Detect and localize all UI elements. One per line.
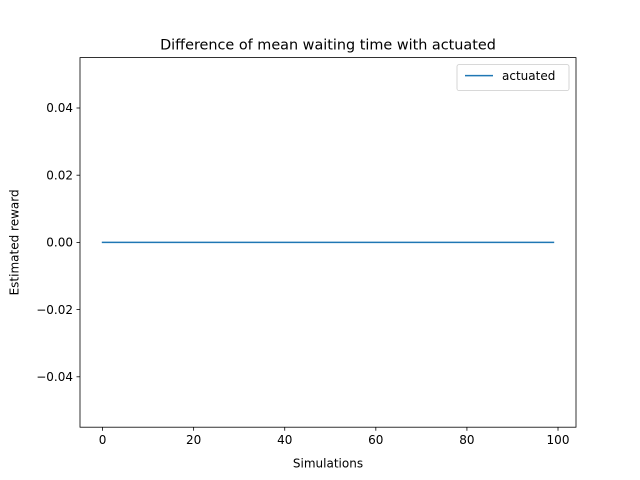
x-tick-label: 80 <box>459 433 474 447</box>
legend-box <box>456 64 570 91</box>
y-tick-label: 0.04 <box>46 101 73 115</box>
y-tick-label: 0.00 <box>46 236 73 250</box>
x-axis-ticks: 0 20 40 60 80 100 <box>99 427 570 447</box>
y-tick-label: 0.02 <box>46 168 73 182</box>
y-axis-label: Estimated reward <box>8 189 22 295</box>
x-tick-label: 60 <box>368 433 383 447</box>
chart-title: Difference of mean waiting time with act… <box>160 38 496 54</box>
plot-frame <box>79 57 577 428</box>
y-axis-ticks: −0.04 −0.02 0.00 0.02 0.04 <box>36 101 80 384</box>
x-tick-label: 0 <box>99 433 107 447</box>
y-tick-label: −0.02 <box>36 303 73 317</box>
x-axis-label: Simulations <box>293 457 363 471</box>
x-tick-label: 100 <box>547 433 570 447</box>
legend-label-actuated: actuated <box>502 69 555 83</box>
y-tick-label: −0.04 <box>36 370 73 384</box>
x-tick-label: 40 <box>277 433 292 447</box>
x-tick-label: 20 <box>186 433 201 447</box>
legend: actuated <box>456 64 570 91</box>
